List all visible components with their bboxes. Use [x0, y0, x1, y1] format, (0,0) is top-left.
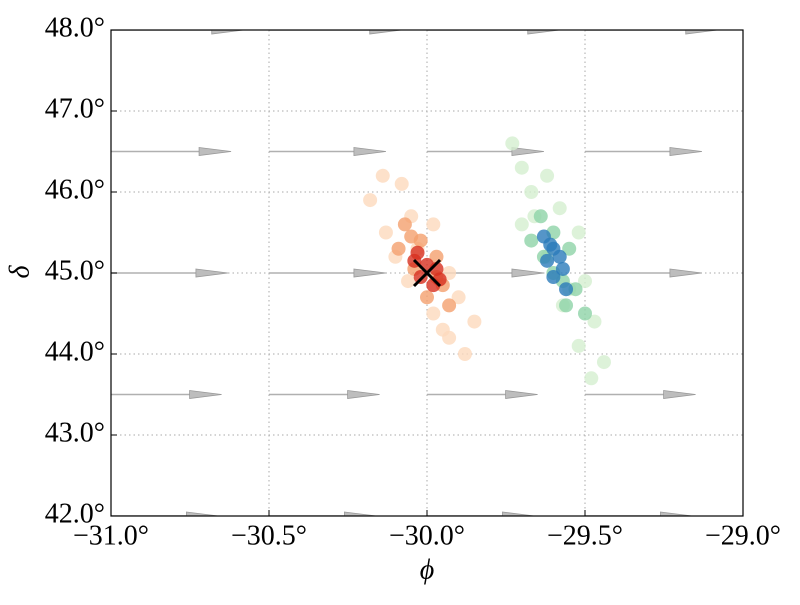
point [533, 209, 548, 224]
point [552, 249, 567, 264]
point [540, 168, 555, 183]
arrow-head [353, 268, 386, 278]
arrow [111, 268, 228, 278]
point [524, 233, 539, 248]
point [524, 185, 539, 199]
arrow [111, 511, 219, 516]
point [578, 274, 592, 289]
y-tick-label: 45.0° [45, 255, 105, 286]
arrow [585, 268, 702, 278]
point [571, 338, 586, 353]
point [457, 347, 472, 361]
arrow [269, 511, 377, 516]
y-axis-label: δ [4, 265, 35, 279]
point [514, 217, 529, 232]
point [391, 241, 406, 256]
point [363, 193, 378, 208]
point [562, 241, 577, 256]
point [540, 253, 555, 268]
point [375, 168, 390, 183]
arrow-head [195, 268, 228, 278]
arrow-head [660, 511, 693, 516]
arrow-head [189, 390, 222, 399]
arrow [111, 390, 222, 399]
arrow [269, 390, 380, 399]
arrow [585, 390, 696, 399]
point [426, 217, 441, 232]
arrow-head [511, 147, 544, 156]
arrow [585, 147, 702, 156]
x-tick-label: −31.0° [73, 520, 149, 551]
arrow-head [347, 390, 380, 399]
arrow-head [511, 268, 544, 278]
point [559, 298, 574, 313]
arrow [427, 30, 560, 35]
arrow-head [527, 30, 560, 35]
arrow-head [685, 30, 718, 35]
arrow-head [663, 390, 696, 399]
arrow [269, 30, 402, 35]
point [404, 229, 419, 244]
point [546, 270, 561, 285]
point [413, 270, 428, 285]
point [552, 201, 567, 216]
arrow [269, 268, 386, 278]
plot-area [111, 30, 718, 516]
cross-stroke [412, 258, 442, 288]
point [555, 261, 570, 276]
y-tick-label: 43.0° [45, 417, 105, 448]
y-tick-label: 48.0° [45, 12, 105, 43]
point [401, 274, 416, 289]
arrow-head [198, 147, 232, 156]
point [596, 355, 611, 370]
arrow [427, 511, 535, 516]
arrow [585, 30, 718, 35]
arrow [111, 30, 244, 35]
arrow-head [211, 30, 244, 35]
point [467, 314, 482, 329]
arrow [427, 390, 538, 399]
arrow-head [669, 147, 702, 156]
point [578, 306, 592, 321]
x-tick-label: −30.0° [389, 520, 465, 551]
arrow-head [669, 268, 702, 278]
point [571, 225, 586, 240]
x-tick-label: −30.5° [231, 520, 307, 551]
point [543, 237, 558, 252]
point [451, 290, 466, 305]
x-tick-label: −29.0° [705, 520, 781, 551]
arrow [269, 147, 386, 156]
point [505, 136, 520, 151]
point [426, 306, 441, 321]
arrow-head [186, 511, 219, 516]
arrow-head [369, 30, 402, 35]
arrow [111, 147, 232, 156]
y-tick-label: 47.0° [45, 93, 105, 124]
arrow-head [353, 147, 386, 156]
y-tick-label: 42.0° [45, 498, 105, 529]
arrow-head [505, 390, 538, 399]
point [420, 290, 434, 305]
arrow [585, 511, 693, 516]
point [514, 160, 529, 175]
point [584, 371, 599, 386]
arrow-head [344, 511, 377, 516]
y-tick-label: 46.0° [45, 174, 105, 205]
arrow [427, 147, 544, 156]
point [378, 225, 393, 240]
point [442, 298, 457, 313]
arrow-head [502, 511, 535, 516]
x-tick-label: −29.5° [547, 520, 623, 551]
cross-marker [412, 258, 442, 288]
point [394, 176, 409, 191]
point [559, 282, 574, 297]
x-axis-label: ϕ [420, 554, 435, 585]
point [397, 217, 412, 232]
y-tick-label: 44.0° [45, 336, 105, 367]
point [435, 322, 450, 337]
point [587, 314, 602, 329]
